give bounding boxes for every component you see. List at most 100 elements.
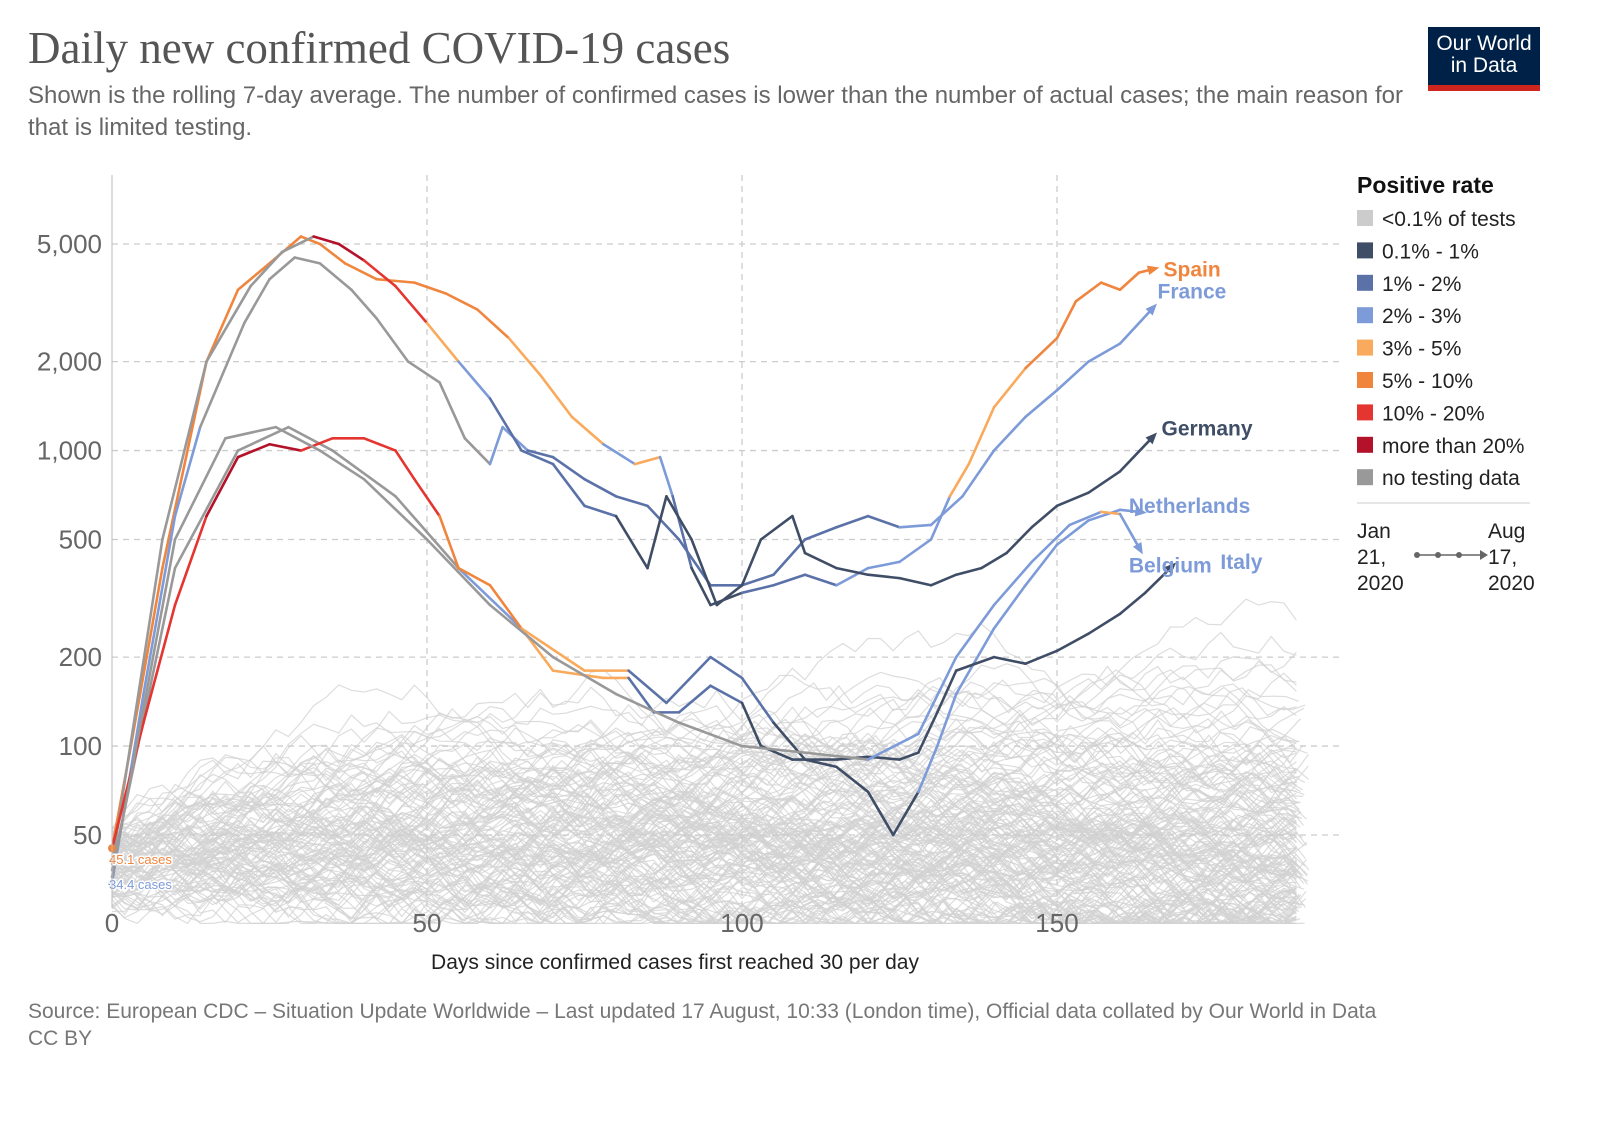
series-segment[interactable] bbox=[614, 692, 681, 724]
series-segment[interactable] bbox=[299, 235, 322, 246]
series-segment[interactable] bbox=[198, 381, 221, 429]
series-label[interactable]: Germany bbox=[1162, 417, 1253, 440]
series-segment[interactable] bbox=[457, 360, 492, 400]
timeline-end-label[interactable]: 17, bbox=[1488, 546, 1517, 569]
series-segment[interactable] bbox=[312, 235, 341, 246]
series-segment[interactable] bbox=[488, 583, 523, 630]
series-segment[interactable] bbox=[1024, 388, 1059, 419]
series-segment[interactable] bbox=[551, 462, 586, 508]
series-segment[interactable] bbox=[274, 425, 322, 452]
legend-label[interactable]: 1% - 2% bbox=[1382, 273, 1461, 296]
series-segment[interactable] bbox=[866, 514, 901, 529]
series-segment[interactable] bbox=[520, 627, 586, 672]
series-segment[interactable] bbox=[1099, 281, 1122, 292]
series-segment[interactable] bbox=[362, 259, 397, 288]
series-segment[interactable] bbox=[1099, 510, 1122, 516]
legend-item-o[interactable]: 5% - 10% bbox=[1357, 370, 1473, 393]
series-segment[interactable] bbox=[293, 256, 322, 265]
series-segment[interactable] bbox=[173, 437, 227, 541]
series-segment[interactable] bbox=[1143, 566, 1172, 595]
series-segment[interactable] bbox=[866, 573, 901, 580]
series-segment[interactable] bbox=[677, 721, 744, 748]
legend-label[interactable]: 0.1% - 1% bbox=[1382, 240, 1479, 263]
series-segment[interactable] bbox=[457, 566, 523, 630]
series-segment[interactable] bbox=[1074, 281, 1103, 303]
series-segment[interactable] bbox=[740, 573, 775, 587]
series-segment[interactable] bbox=[898, 538, 933, 564]
series-segment[interactable] bbox=[173, 449, 240, 570]
timeline-slider[interactable] bbox=[1414, 550, 1488, 560]
series-segment[interactable] bbox=[633, 455, 662, 466]
series-segment[interactable] bbox=[835, 566, 870, 577]
series-segment[interactable] bbox=[1024, 543, 1059, 587]
series-segment[interactable] bbox=[205, 288, 240, 363]
series-segment[interactable] bbox=[520, 449, 555, 466]
timeline-end-label[interactable]: 2020 bbox=[1488, 572, 1535, 595]
series-segment[interactable] bbox=[929, 495, 964, 527]
series-segment[interactable] bbox=[1055, 299, 1078, 340]
series-segment[interactable] bbox=[602, 442, 637, 466]
series-segment[interactable] bbox=[362, 437, 397, 452]
series-segment[interactable] bbox=[1087, 612, 1122, 635]
series-segment[interactable] bbox=[507, 336, 542, 377]
series-segment[interactable] bbox=[438, 514, 460, 570]
series-segment[interactable] bbox=[173, 514, 208, 607]
series-segment[interactable] bbox=[280, 235, 315, 254]
series-segment[interactable] bbox=[935, 692, 958, 748]
timeline-start-label[interactable]: 2020 bbox=[1357, 572, 1404, 595]
series-label[interactable]: Spain bbox=[1164, 258, 1221, 281]
timeline-dot[interactable] bbox=[1414, 552, 1420, 558]
series-segment[interactable] bbox=[287, 425, 334, 452]
series-segment[interactable] bbox=[740, 676, 775, 724]
series-segment[interactable] bbox=[954, 655, 996, 672]
series-segment[interactable] bbox=[1055, 632, 1090, 653]
legend-item-d[interactable]: 0.1% - 1% bbox=[1357, 240, 1479, 263]
series-segment[interactable] bbox=[1024, 649, 1059, 665]
series-italy[interactable]: Italy bbox=[110, 437, 1263, 850]
series-segment[interactable] bbox=[866, 790, 895, 837]
series-segment[interactable] bbox=[935, 669, 958, 714]
series-segment[interactable] bbox=[772, 538, 807, 577]
series-segment[interactable] bbox=[709, 684, 744, 705]
series-segment[interactable] bbox=[318, 262, 353, 292]
legend-label[interactable]: 2% - 3% bbox=[1382, 305, 1461, 328]
series-segment[interactable] bbox=[954, 566, 983, 577]
series-segment[interactable] bbox=[173, 425, 202, 518]
legend-item-y[interactable]: 3% - 5% bbox=[1357, 338, 1461, 361]
series-segment[interactable] bbox=[835, 514, 870, 529]
series-segment[interactable] bbox=[709, 655, 744, 680]
series-segment[interactable] bbox=[740, 538, 763, 587]
series-segment[interactable] bbox=[614, 495, 649, 508]
series-segment[interactable] bbox=[236, 442, 271, 459]
series-segment[interactable] bbox=[526, 449, 555, 459]
legend-label[interactable]: 3% - 5% bbox=[1382, 338, 1461, 361]
legend-item-lt01[interactable]: <0.1% of tests bbox=[1357, 208, 1516, 231]
series-segment[interactable] bbox=[205, 284, 252, 363]
series-segment[interactable] bbox=[110, 721, 145, 850]
series-segment[interactable] bbox=[438, 381, 467, 440]
series-segment[interactable] bbox=[343, 262, 378, 281]
series-segment[interactable] bbox=[992, 560, 1034, 607]
series-segment[interactable] bbox=[917, 655, 958, 736]
legend-item-g[interactable]: no testing data bbox=[1357, 467, 1520, 490]
series-segment[interactable] bbox=[205, 455, 240, 518]
legend-label[interactable]: <0.1% of tests bbox=[1382, 208, 1516, 231]
series-segment[interactable] bbox=[318, 449, 366, 481]
series-segment[interactable] bbox=[350, 288, 378, 320]
series-label[interactable]: Italy bbox=[1220, 551, 1262, 574]
series-segment[interactable] bbox=[898, 523, 933, 529]
timeline-dot[interactable] bbox=[1435, 552, 1441, 558]
series-segment[interactable] bbox=[740, 744, 807, 754]
series-segment[interactable] bbox=[759, 514, 794, 541]
legend-item-r[interactable]: 10% - 20% bbox=[1357, 402, 1485, 425]
series-segment[interactable] bbox=[570, 415, 605, 446]
series-segment[interactable] bbox=[142, 603, 177, 724]
series-segment[interactable] bbox=[1118, 591, 1147, 616]
owid-logo[interactable]: Our World in Data bbox=[1428, 27, 1540, 91]
series-segment[interactable] bbox=[539, 373, 574, 419]
legend-label[interactable]: 5% - 10% bbox=[1382, 370, 1473, 393]
series-segment[interactable] bbox=[236, 425, 290, 452]
series-segment[interactable] bbox=[425, 538, 492, 607]
series-segment[interactable] bbox=[917, 744, 939, 794]
series-segment[interactable] bbox=[362, 477, 429, 541]
